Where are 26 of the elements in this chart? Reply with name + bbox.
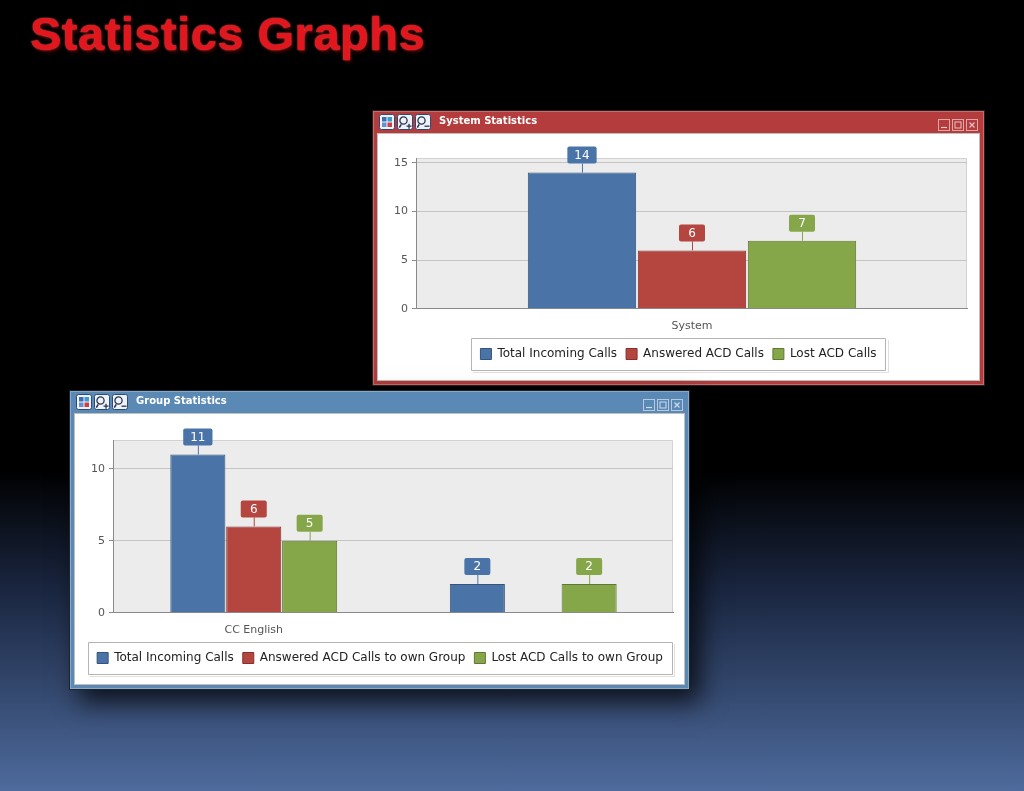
legend-label: Total Incoming Calls [496, 346, 618, 361]
text: Statistics Graphs [30, 6, 426, 61]
data-label: 6 [688, 225, 696, 240]
y-tick-label: 10 [394, 204, 408, 218]
x-tick-label: System [671, 319, 713, 333]
data-label: 7 [798, 215, 806, 230]
y-tick-label: 5 [98, 533, 105, 547]
chart-title: Group Statistics [136, 395, 227, 406]
legend-label: Answered ACD Calls [643, 346, 764, 361]
legend-label: Answered ACD Calls to own Group [259, 650, 466, 665]
y-tick-label: 10 [91, 461, 105, 475]
legend-label: Total Incoming Calls [113, 650, 234, 665]
chart-title: System Statistics [439, 115, 538, 126]
data-label: 2 [473, 559, 482, 574]
y-tick-label: 0 [401, 301, 408, 315]
data-label: 2 [585, 559, 593, 574]
legend-label: Lost ACD Calls to own Group [491, 650, 663, 665]
data-label: 14 [574, 147, 590, 162]
data-label: 6 [249, 501, 258, 516]
data-label: 5 [305, 515, 314, 530]
y-tick-label: 0 [98, 605, 105, 619]
y-tick-label: 15 [394, 155, 408, 169]
data-label: 11 [190, 429, 206, 444]
legend-label: Lost ACD Calls [789, 346, 877, 361]
x-tick-label: CC English [224, 623, 284, 637]
y-tick-label: 5 [401, 253, 408, 267]
